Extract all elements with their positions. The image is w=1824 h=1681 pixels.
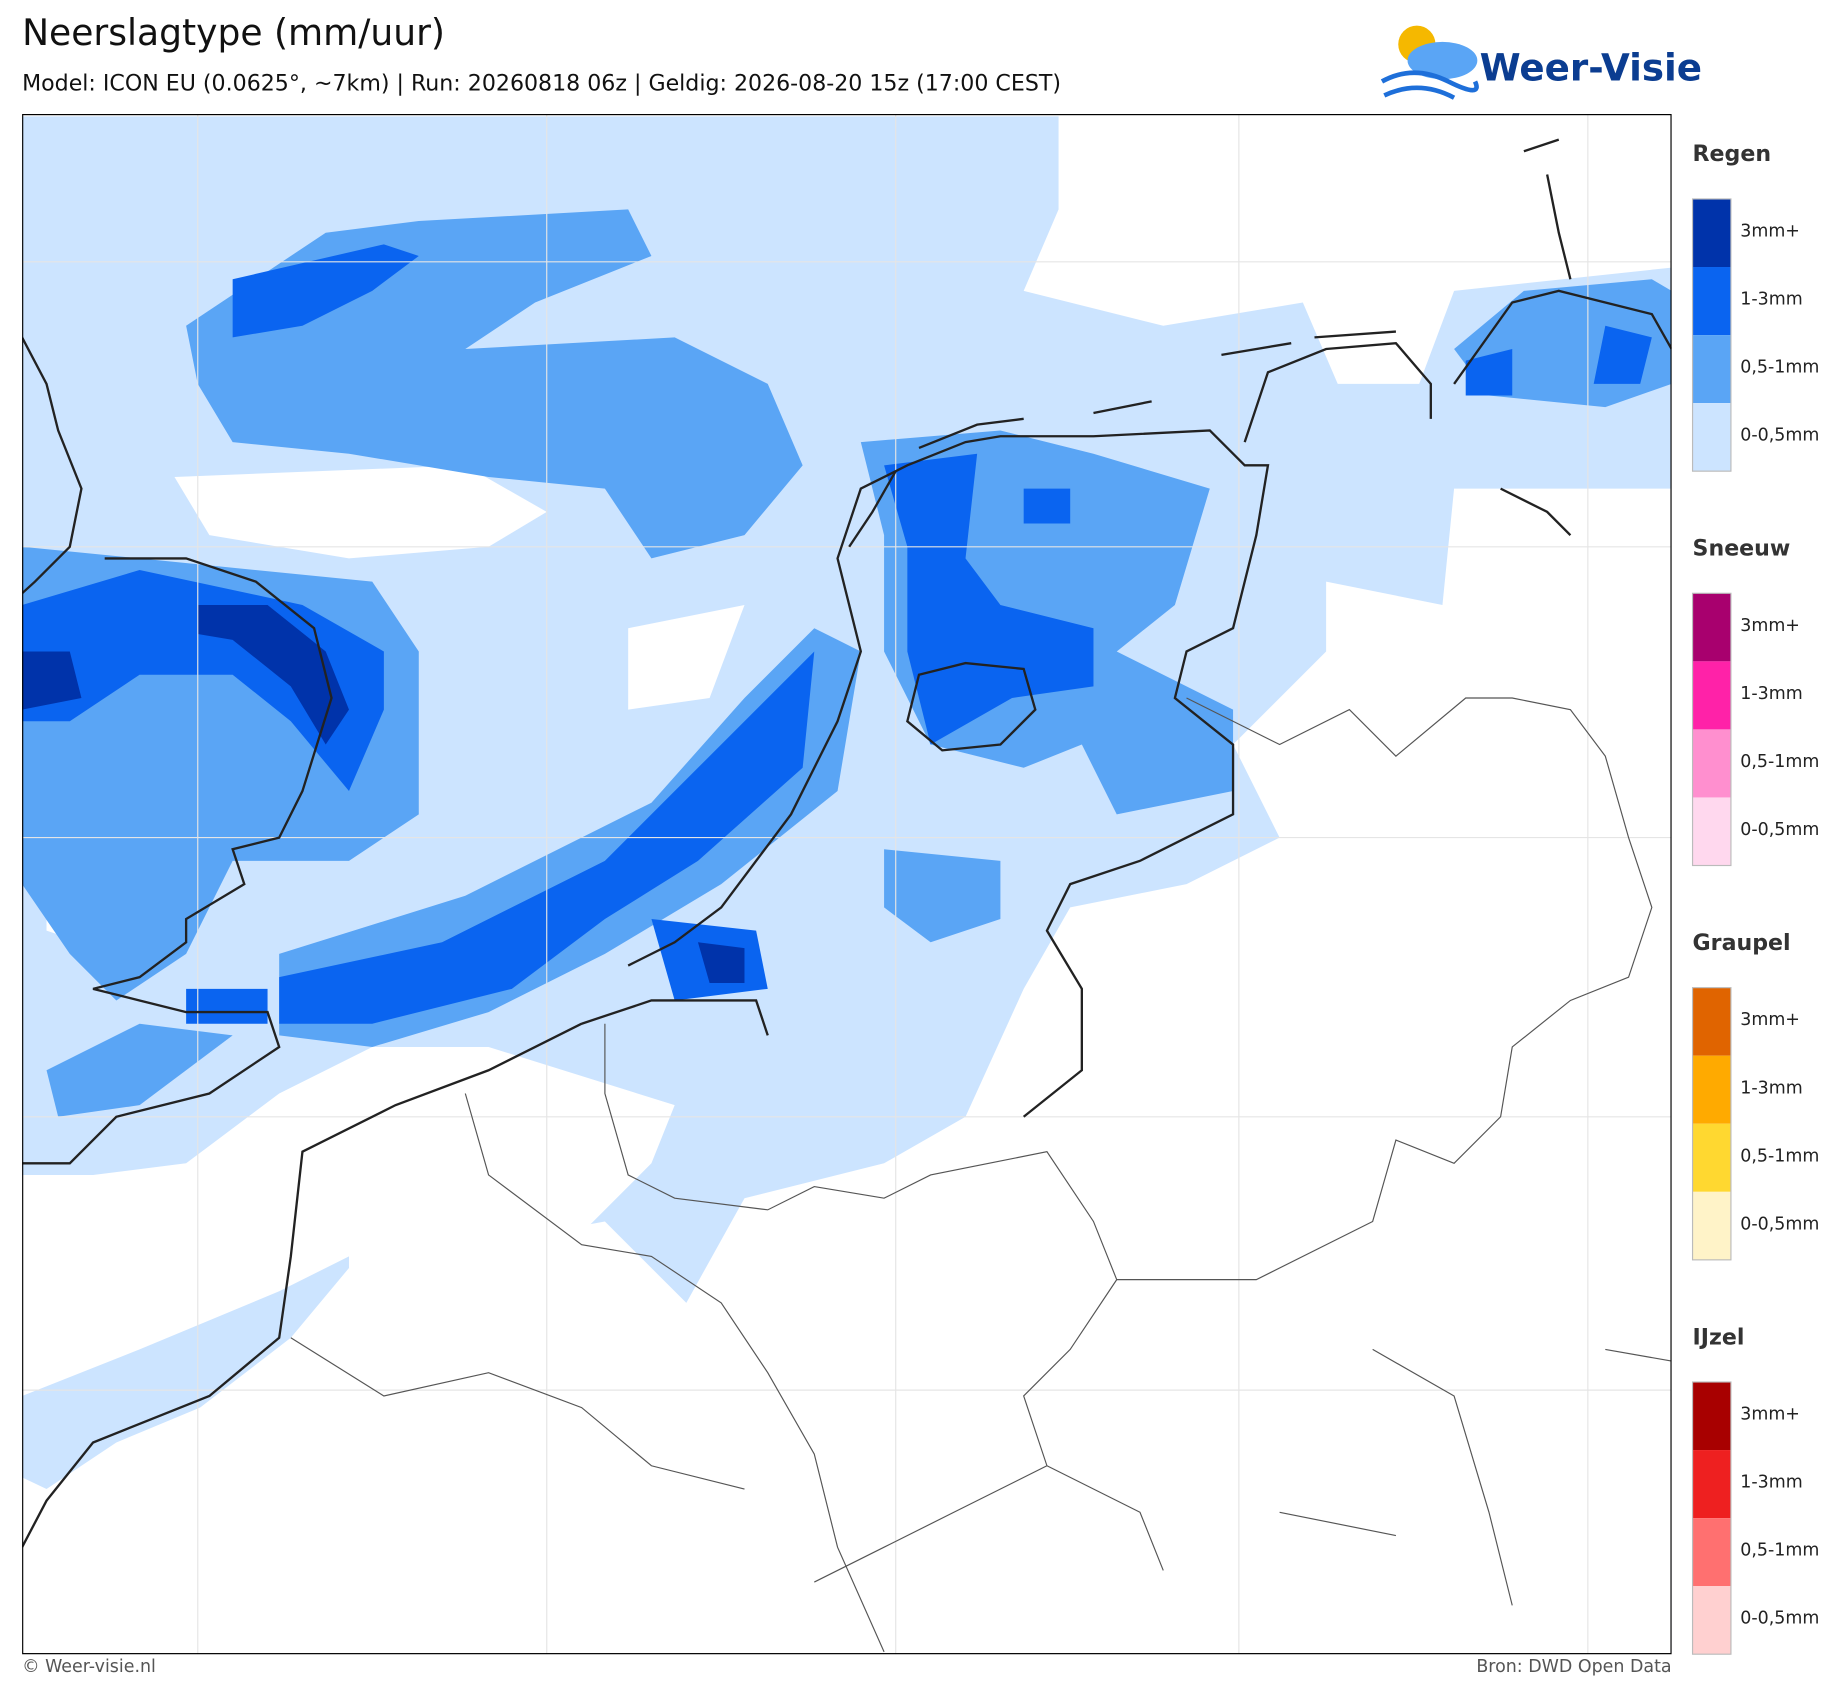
footer-left: © Weer-visie.nl (22, 1657, 156, 1677)
legend-frame (1691, 987, 1732, 1261)
legend-swatch (1692, 797, 1731, 866)
legend-label: 0,5-1mm (1740, 358, 1819, 378)
footer-right: Bron: DWD Open Data (1476, 1657, 1671, 1677)
legend-swatch (1692, 661, 1731, 730)
legend-label: 3mm+ (1740, 1010, 1800, 1030)
legend-swatch (1692, 198, 1731, 268)
logo: Weer-Visie (1380, 25, 1702, 100)
legend-swatch (1692, 1382, 1731, 1451)
legend-label: 1-3mm (1740, 1078, 1802, 1098)
legend-label: 1-3mm (1740, 290, 1802, 310)
legend-frame (1691, 592, 1732, 867)
legend-label: 0,5-1mm (1740, 752, 1819, 772)
legend-swatch (1692, 987, 1731, 1056)
legend-swatch (1692, 1518, 1731, 1587)
logo-text: Weer-Visie (1480, 45, 1702, 89)
legend-swatch (1692, 267, 1731, 336)
subtitle: Model: ICON EU (0.0625°, ~7km) | Run: 20… (22, 70, 1061, 96)
legend-frame (1691, 198, 1732, 472)
legend-swatch (1692, 1191, 1731, 1260)
legend-swatch (1692, 1055, 1731, 1124)
legend-swatch (1692, 1450, 1731, 1519)
legend-swatch (1692, 1123, 1731, 1192)
legend-title: Regen (1693, 141, 1772, 167)
legend-frame (1691, 1381, 1732, 1655)
legend-label: 0-0,5mm (1740, 426, 1819, 446)
legend-label: 0-0,5mm (1740, 1214, 1819, 1234)
legend-label: 3mm+ (1740, 222, 1800, 242)
legend-label: 3mm+ (1740, 1405, 1800, 1425)
legend-label: 3mm+ (1740, 616, 1800, 636)
legend-title: IJzel (1693, 1324, 1745, 1350)
legend-label: 0-0,5mm (1740, 820, 1819, 840)
title: Neerslagtype (mm/uur) (22, 12, 445, 54)
map (22, 114, 1672, 1655)
legend: Regen 3mm+ 1-3mm 0,5-1mm 0-0,5mm Sneeuw 3mm+ 1-… (1691, 141, 1819, 1655)
legend-swatch (1692, 403, 1731, 472)
legend-label: 0-0,5mm (1740, 1609, 1819, 1629)
legend-swatch (1692, 335, 1731, 404)
legend-label: 1-3mm (1740, 684, 1802, 704)
legend-label: 1-3mm (1740, 1473, 1802, 1493)
legend-swatch (1692, 1586, 1731, 1655)
legend-title: Sneeuw (1693, 536, 1791, 562)
legend-title: Graupel (1693, 930, 1791, 956)
legend-swatch (1692, 593, 1731, 662)
legend-label: 0,5-1mm (1740, 1541, 1819, 1561)
legend-label: 0,5-1mm (1740, 1146, 1819, 1166)
legend-swatch (1692, 729, 1731, 798)
